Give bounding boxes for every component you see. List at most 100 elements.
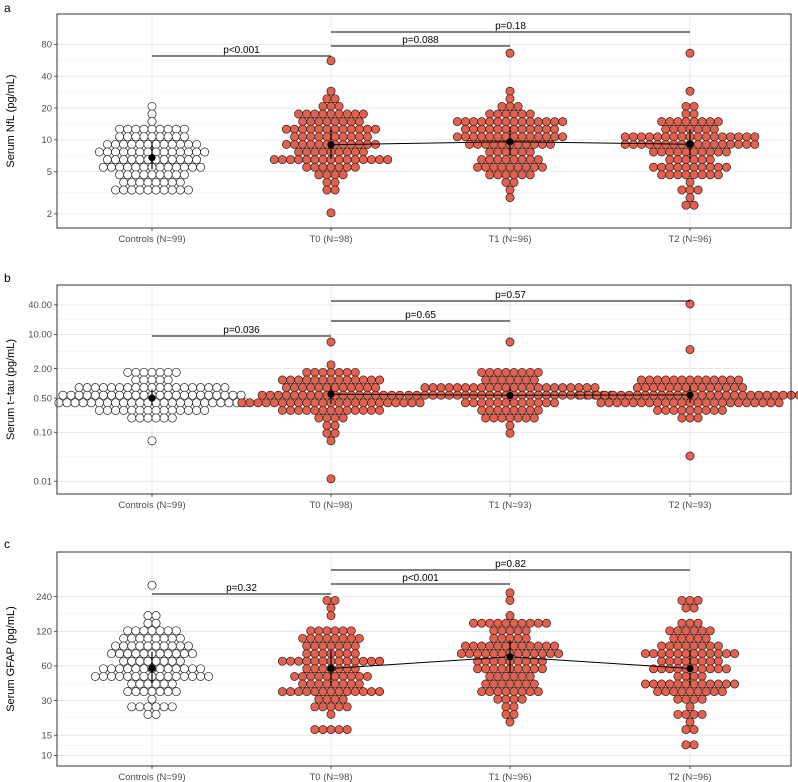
patient-data-point: [342, 664, 352, 674]
control-data-point: [163, 170, 173, 180]
patient-data-point: [632, 383, 642, 393]
patient-data-point: [298, 390, 308, 400]
control-data-point: [111, 405, 121, 415]
patient-data-point: [350, 641, 360, 651]
control-data-point: [183, 405, 193, 415]
patient-data-point: [645, 375, 654, 385]
patient-data-point: [350, 109, 360, 119]
patient-data-point: [717, 398, 727, 408]
patient-data-point: [358, 109, 368, 119]
patient-data-point: [665, 626, 675, 636]
patient-data-point: [314, 679, 324, 689]
control-data-point: [139, 132, 149, 142]
patient-data-point: [738, 390, 748, 400]
p-value-label: p<0.001: [223, 45, 260, 56]
patient-data-point: [322, 185, 332, 195]
patient-data-point: [533, 618, 543, 628]
control-data-point: [78, 398, 88, 408]
control-data-point: [147, 375, 157, 385]
patient-data-point: [342, 155, 352, 165]
patient-data-point: [489, 679, 499, 689]
patient-data-point: [677, 595, 687, 605]
patient-data-point: [298, 633, 308, 643]
median-marker: [327, 141, 335, 149]
control-data-point: [127, 398, 137, 408]
patient-data-point: [326, 56, 336, 66]
patient-data-point: [681, 147, 691, 157]
control-data-point: [147, 687, 157, 697]
patient-data-point: [497, 656, 507, 666]
y-axis-label: Serum GFAP (pg/mL): [5, 606, 17, 712]
patient-data-point: [517, 132, 527, 142]
patient-data-point: [310, 656, 320, 666]
patient-data-point: [517, 687, 527, 697]
control-data-point: [107, 162, 116, 172]
patient-data-point: [330, 170, 340, 180]
patient-data-point: [290, 390, 299, 400]
control-data-point: [123, 162, 133, 172]
patient-data-point: [493, 694, 503, 704]
patient-data-point: [497, 101, 507, 111]
patient-data-point: [709, 405, 719, 415]
patient-data-point: [485, 618, 495, 628]
control-data-point: [143, 413, 153, 423]
patient-data-point: [485, 405, 495, 415]
control-data-point: [151, 641, 161, 651]
control-data-point: [183, 155, 193, 165]
patient-data-point: [318, 702, 328, 712]
patient-data-point: [517, 147, 527, 157]
patient-data-point: [371, 124, 380, 134]
control-data-point: [143, 185, 153, 195]
patient-data-point: [371, 383, 380, 393]
patient-data-point: [481, 162, 491, 172]
patient-data-point: [693, 413, 703, 423]
patient-data-point: [661, 687, 671, 697]
patient-data-point: [265, 390, 275, 400]
patient-data-point: [306, 679, 316, 689]
patient-data-point: [713, 383, 723, 393]
patient-data-point: [326, 375, 336, 385]
patient-data-point: [681, 117, 691, 127]
control-data-point: [123, 383, 133, 393]
patient-data-point: [665, 170, 675, 180]
control-data-point: [131, 132, 141, 142]
control-data-point: [107, 664, 116, 674]
patient-data-point: [529, 139, 539, 149]
patient-data-point: [730, 390, 740, 400]
patient-data-point: [513, 664, 523, 674]
control-data-point: [228, 390, 238, 400]
control-data-point: [151, 413, 161, 423]
control-data-point: [143, 656, 153, 666]
patient-data-point: [306, 117, 316, 127]
patient-data-point: [322, 694, 332, 704]
patient-data-point: [705, 117, 715, 127]
control-data-point: [90, 383, 100, 393]
patient-data-point: [501, 109, 511, 119]
patient-data-point: [350, 147, 360, 157]
control-data-point: [183, 398, 193, 408]
patient-data-point: [525, 132, 535, 142]
median-marker: [686, 391, 694, 399]
patient-data-point: [350, 367, 360, 377]
control-data-point: [74, 383, 84, 393]
control-data-point: [115, 132, 125, 142]
patient-data-point: [620, 398, 630, 408]
control-data-point: [102, 147, 112, 157]
patient-data-point: [517, 694, 527, 704]
control-data-point: [200, 405, 210, 415]
patient-data-point: [497, 664, 507, 674]
patient-data-point: [505, 94, 515, 104]
patient-data-point: [542, 398, 551, 408]
patient-data-point: [342, 702, 352, 712]
patient-data-point: [517, 383, 527, 393]
control-data-point: [131, 375, 141, 385]
control-data-point: [127, 185, 137, 195]
patient-data-point: [517, 117, 527, 127]
patient-data-point: [334, 687, 344, 697]
patient-data-point: [302, 367, 312, 377]
patient-data-point: [469, 618, 478, 628]
control-data-point: [188, 162, 197, 172]
patient-data-point: [517, 641, 527, 651]
patient-data-point: [302, 656, 312, 666]
patient-data-point: [525, 147, 535, 157]
